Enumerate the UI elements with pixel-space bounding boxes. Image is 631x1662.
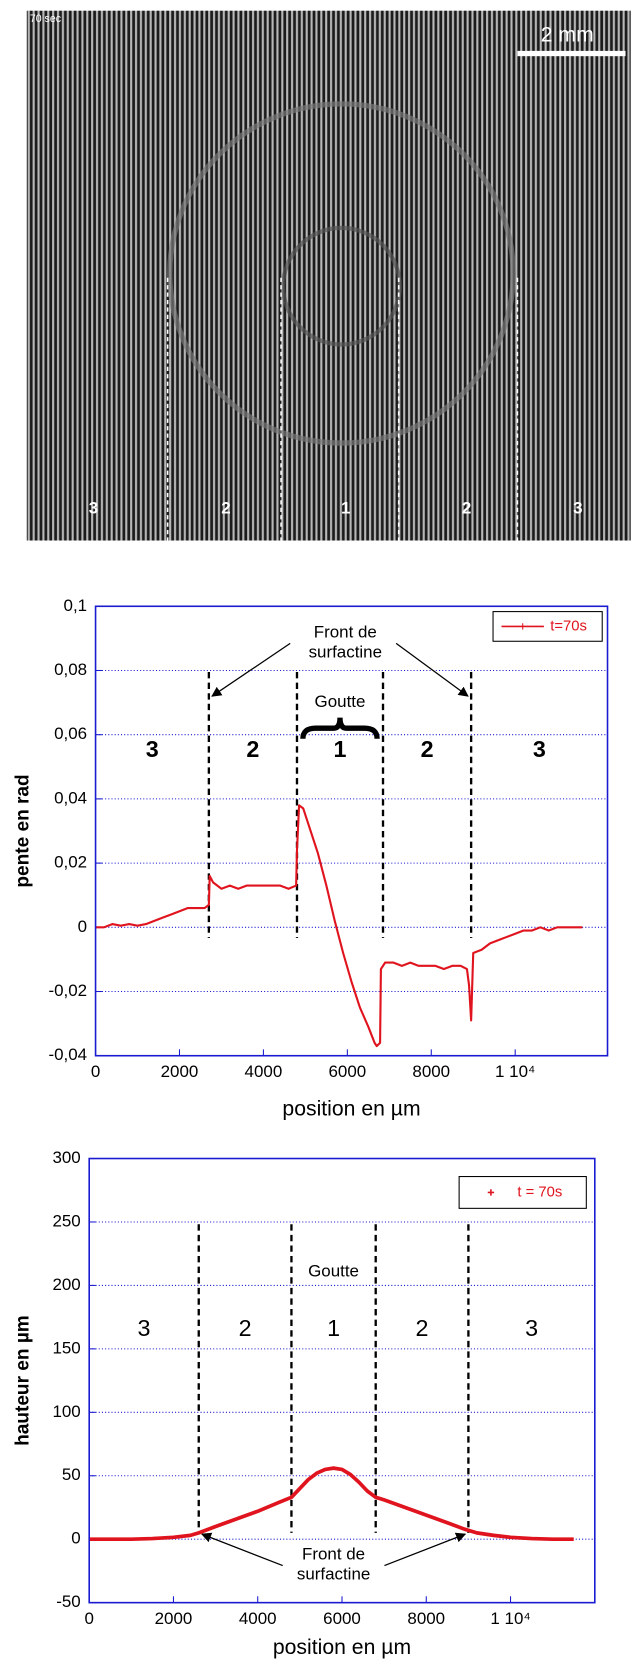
y-tick-label: 0,1 [64, 596, 88, 615]
x-tick-label: 6000 [323, 1609, 361, 1628]
zone-label: 3 [573, 498, 582, 517]
timestamp: 70 sec [30, 13, 62, 25]
y-tick-label: 0 [71, 1529, 80, 1548]
zone-label: 1 [327, 1315, 340, 1341]
arrow [211, 642, 291, 697]
x-tick-label: 8000 [412, 1062, 450, 1081]
x-tick-label: 8000 [407, 1609, 445, 1628]
plot-area [89, 1158, 595, 1603]
legend-label: t=70s [550, 618, 587, 634]
x-axis-label: position en µm [273, 1636, 411, 1659]
plot-frame [88, 1157, 596, 1604]
plot-frame [94, 605, 609, 1057]
legend-label: t = 70s [517, 1184, 562, 1200]
arrow [395, 642, 469, 697]
y-tick-label: -0,02 [48, 981, 87, 1000]
x-tick-label: 4000 [239, 1609, 277, 1628]
y-tick-label: 0,02 [54, 853, 87, 872]
front-ring [167, 101, 516, 446]
photo: 70 sec 2 mm 3 2 1 2 3 [26, 10, 631, 541]
scale-bar [517, 50, 626, 57]
y-tick-label: 100 [52, 1402, 80, 1421]
zone-label: 3 [146, 736, 159, 762]
plot-area [95, 606, 608, 1056]
zone-label: 2 [462, 498, 471, 517]
front-label: Front de [314, 622, 377, 641]
arrow [200, 1532, 283, 1567]
brace [300, 717, 380, 739]
zone-label: 2 [416, 1315, 429, 1341]
legend-box [458, 1176, 587, 1209]
x-tick-label: 1 10⁴ [490, 1609, 530, 1628]
x-tick-label: 4000 [245, 1062, 283, 1081]
data-line [95, 804, 583, 1048]
zone-label: 2 [246, 736, 259, 762]
x-tick-label: 2000 [161, 1062, 199, 1081]
y-tick-label: 0,08 [54, 660, 87, 679]
y-axis-label: hauteur en µm [13, 1315, 34, 1446]
legend-box [492, 611, 603, 642]
fringe-image [26, 10, 631, 541]
y-tick-label: 0 [78, 917, 87, 936]
front-label: surfactine [309, 642, 382, 661]
y-tick-label: 50 [62, 1465, 81, 1484]
zone-label: 3 [89, 498, 98, 517]
y-tick-label: 0,04 [54, 788, 87, 807]
zone-lines [166, 277, 519, 541]
zone-label: 1 [341, 498, 350, 517]
x-tick-label: 0 [91, 1062, 100, 1081]
zone-label: 2 [421, 736, 434, 762]
scale-label: 2 mm [541, 24, 594, 47]
y-tick-label: -0,04 [48, 1045, 87, 1064]
y-tick-label: -50 [56, 1592, 80, 1611]
zone-label: 2 [239, 1315, 252, 1341]
x-axis-label: position en µm [282, 1097, 420, 1120]
y-axis-label: pente en rad [13, 774, 34, 887]
front-label: surfactine [297, 1565, 370, 1584]
zone-label: 3 [533, 736, 546, 762]
drop-label: Goutte [315, 692, 366, 711]
zone-label: 3 [525, 1315, 538, 1341]
y-tick-label: 200 [52, 1275, 80, 1294]
y-tick-label: 150 [52, 1338, 80, 1357]
x-tick-label: 1 10⁴ [495, 1062, 535, 1081]
zone-label: 1 [334, 736, 347, 762]
drop-ring [281, 225, 402, 347]
drop-label: Goutte [308, 1261, 359, 1280]
zone-label: 3 [137, 1315, 150, 1341]
x-tick-label: 6000 [328, 1062, 366, 1081]
data-line [89, 1466, 574, 1542]
y-tick-label: 0,06 [54, 724, 87, 743]
chart: 0,10,080,060,040,020-0,02-0,040 2000 4000 6… [13, 596, 609, 1120]
zone-label: 2 [221, 498, 230, 517]
front-label: Front de [302, 1544, 365, 1563]
x-tick-label: 0 [84, 1609, 93, 1628]
x-tick-label: 2000 [155, 1609, 193, 1628]
y-tick-label: 300 [52, 1148, 80, 1167]
y-tick-label: 250 [52, 1211, 80, 1230]
arrow [384, 1532, 467, 1567]
